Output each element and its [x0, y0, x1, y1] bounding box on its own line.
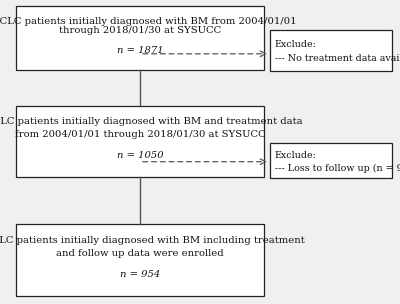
Text: NSCLC patients initially diagnosed with BM from 2004/01/01: NSCLC patients initially diagnosed with … [0, 17, 296, 26]
Bar [270, 30, 392, 71]
Text: --- No treatment data available (n = 821 ): --- No treatment data available (n = 821… [275, 53, 400, 62]
Text: and follow up data were enrolled: and follow up data were enrolled [56, 249, 224, 258]
Text: n = 1050: n = 1050 [117, 151, 163, 161]
Text: NSCLC patients initially diagnosed with BM including treatment: NSCLC patients initially diagnosed with … [0, 236, 304, 245]
Text: Exclude:: Exclude: [275, 40, 317, 49]
Bar [16, 6, 264, 70]
Text: n = 1871: n = 1871 [117, 46, 163, 55]
Bar [16, 106, 264, 177]
Text: n = 954: n = 954 [120, 270, 160, 279]
Text: NSCLC patients initially diagnosed with BM and treatment data: NSCLC patients initially diagnosed with … [0, 117, 303, 126]
Text: Exclude:: Exclude: [275, 151, 317, 161]
Text: through 2018/01/30 at SYSUCC: through 2018/01/30 at SYSUCC [59, 26, 221, 35]
Bar [16, 224, 264, 295]
Text: --- Loss to follow up (n = 96): --- Loss to follow up (n = 96) [275, 164, 400, 173]
Bar [270, 143, 392, 178]
Text: from 2004/01/01 through 2018/01/30 at SYSUCC: from 2004/01/01 through 2018/01/30 at SY… [15, 130, 265, 139]
